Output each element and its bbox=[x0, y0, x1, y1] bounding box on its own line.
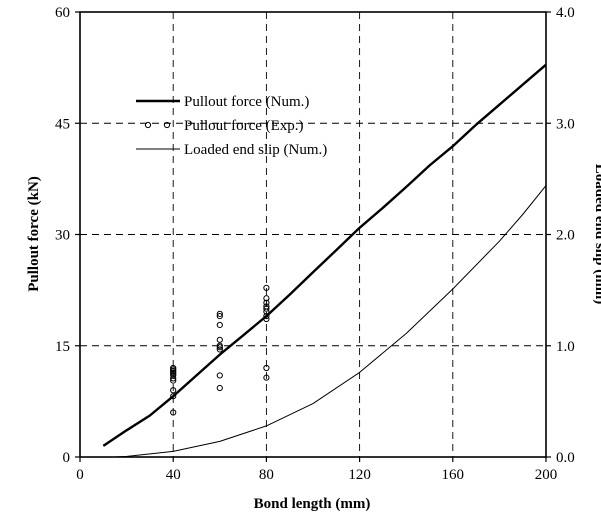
exp-data-point bbox=[263, 303, 270, 310]
exp-data-point bbox=[170, 364, 177, 372]
exp-data-point bbox=[170, 375, 177, 382]
y-axis-title: Pullout force (kN) bbox=[26, 176, 42, 292]
exp-data-point bbox=[170, 393, 177, 400]
exp-data-point bbox=[216, 312, 223, 320]
exp-data-point bbox=[216, 310, 223, 317]
exp-data-point bbox=[170, 409, 177, 416]
exp-data-point bbox=[263, 315, 270, 323]
exp-data-point bbox=[263, 364, 270, 372]
exp-data-point bbox=[263, 299, 270, 306]
exp-data-point bbox=[216, 384, 223, 392]
grid bbox=[80, 12, 546, 457]
exp-data-point bbox=[263, 374, 270, 381]
exp-data-point bbox=[216, 321, 223, 329]
exp-data-point bbox=[263, 312, 270, 320]
exp-data-point bbox=[263, 305, 270, 312]
legend-label-slip: Loaded end slip (Num.) bbox=[184, 142, 327, 158]
y2-tick-label: 2.0 bbox=[556, 228, 575, 244]
x-tick-label: 40 bbox=[166, 467, 181, 483]
x-tick-label: 80 bbox=[259, 467, 274, 483]
x-axis-title: Bond length (mm) bbox=[254, 496, 371, 512]
exp-data-point bbox=[216, 336, 223, 343]
exp-data-point bbox=[216, 342, 223, 349]
legend: Pullout force (Num.) Pullout force (Exp.… bbox=[136, 94, 327, 158]
y-tick-label: 0 bbox=[63, 450, 71, 466]
exp-data-point bbox=[216, 346, 223, 353]
legend-label-exp-force: Pullout force (Exp.) bbox=[184, 118, 304, 134]
slip-line bbox=[114, 185, 547, 458]
series-layer bbox=[102, 63, 547, 458]
exp-data-point bbox=[170, 387, 177, 394]
y-tick-label: 45 bbox=[55, 116, 70, 132]
y2-tick-label: 1.0 bbox=[556, 339, 575, 355]
y-tick-label: 30 bbox=[55, 228, 70, 244]
y2-tick-label: 0.0 bbox=[556, 450, 575, 466]
y-tick-label: 15 bbox=[55, 339, 70, 355]
y2-tick-label: 3.0 bbox=[556, 116, 575, 132]
exp-data-point bbox=[263, 284, 270, 291]
y2-axis-title: Loaded end slip (mm) bbox=[592, 164, 601, 304]
x-tick-label: 120 bbox=[348, 467, 371, 483]
legend-label-num-force: Pullout force (Num.) bbox=[184, 94, 309, 110]
num-force-line bbox=[102, 63, 547, 447]
x-tick-label: 160 bbox=[442, 467, 465, 483]
legend-swatch-exp-force bbox=[144, 121, 152, 129]
y-tick-label: 60 bbox=[55, 5, 70, 21]
x-tick-label: 0 bbox=[76, 467, 84, 483]
legend-swatch-exp-force bbox=[163, 121, 171, 129]
exp-data-point bbox=[216, 372, 223, 379]
x-tick-label: 200 bbox=[535, 467, 558, 483]
y2-tick-label: 4.0 bbox=[556, 5, 575, 21]
tick-layer: 0 40 80 120 160 200 0 15 30 45 60 0.0 1.0 2.0 3.0 4.0 bbox=[55, 5, 575, 483]
exp-data-point bbox=[263, 295, 270, 302]
